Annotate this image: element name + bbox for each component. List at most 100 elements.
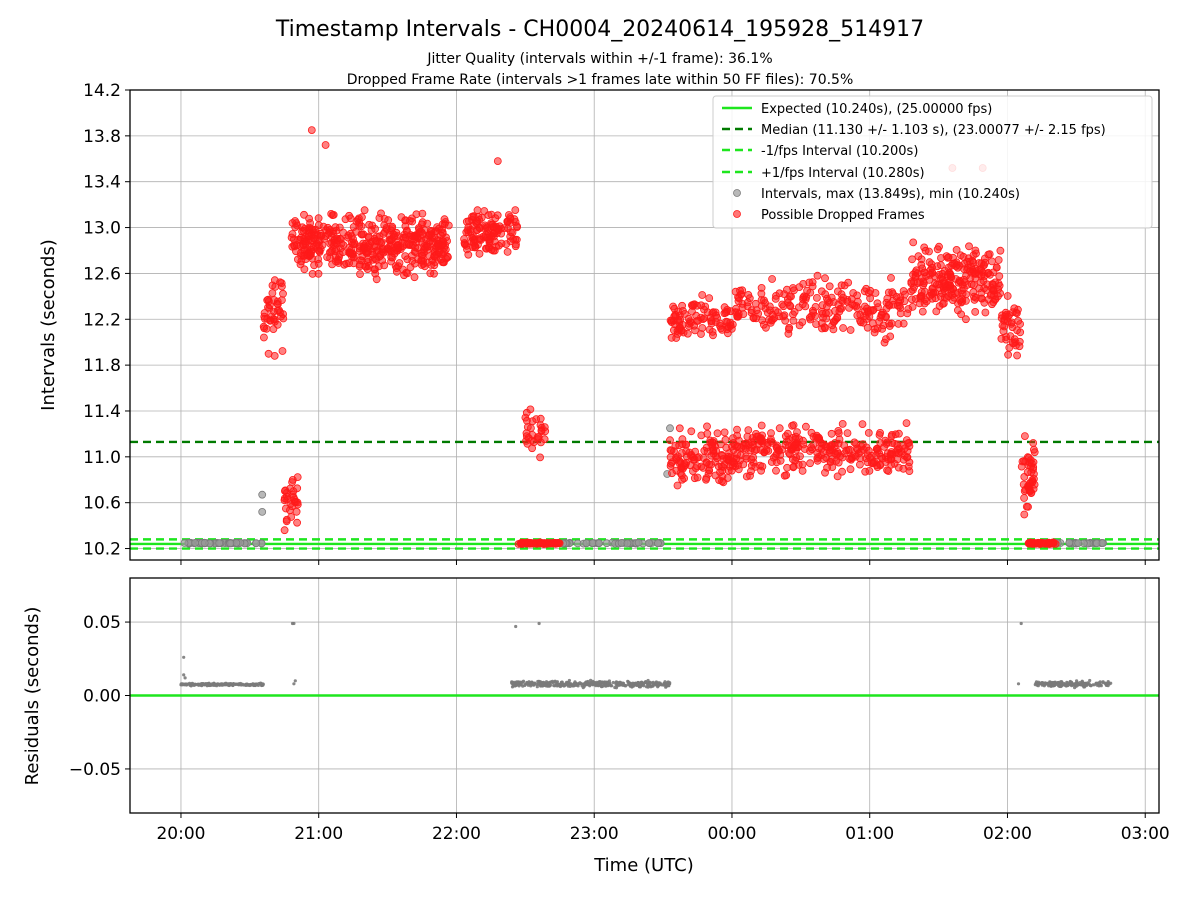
dropped-frame-point: [408, 256, 417, 265]
dropped-frame-point: [813, 456, 822, 465]
dropped-frame-point: [1029, 539, 1038, 547]
dropped-frame-point: [678, 475, 686, 484]
dropped-frame-point: [774, 308, 782, 317]
interval-point: [623, 539, 632, 548]
dropped-frame-point: [1020, 494, 1028, 502]
dropped-frame-point: [314, 269, 323, 278]
dropped-frame-point: [468, 212, 477, 221]
dropped-frame-point: [935, 242, 943, 251]
residual-point: [1073, 683, 1077, 687]
dropped-frame-point: [820, 323, 829, 332]
dropped-frame-point: [817, 287, 826, 296]
dropped-frame-point: [1029, 439, 1038, 447]
residual-point: [1019, 621, 1023, 626]
dropped-frame-point: [1013, 326, 1021, 335]
dropped-frame-point: [893, 455, 902, 464]
dropped-frame-point: [918, 307, 927, 316]
dropped-frame-point: [279, 314, 288, 323]
interval-point: [180, 539, 189, 547]
dropped-frame-point: [941, 266, 949, 275]
dropped-frame-point: [345, 248, 354, 257]
dropped-frame-point: [437, 250, 446, 258]
dropped-frame-point: [291, 217, 300, 225]
residual-point: [215, 682, 219, 687]
dropped-frame-point: [927, 260, 936, 269]
dropped-frame-point: [1021, 432, 1029, 441]
dropped-frame-point: [873, 299, 882, 308]
residual-point: [205, 683, 209, 687]
dropped-frame-point: [771, 294, 780, 303]
dropped-frame-point: [470, 241, 479, 250]
dropped-frame-point: [844, 278, 853, 287]
chart-subtitle-jitter: Jitter Quality (intervals within +/-1 fr…: [426, 51, 772, 67]
dropped-frame-point: [864, 428, 873, 437]
dropped-frame-point: [736, 451, 745, 460]
residual-point: [597, 683, 601, 687]
dropped-frame-point: [668, 469, 676, 478]
dropped-frame-point: [812, 320, 820, 329]
dropped-frame-point: [734, 312, 743, 321]
legend-expected-label: Expected (10.240s), (25.00000 fps): [761, 102, 992, 117]
dropped-frame-point: [426, 230, 434, 239]
x-tick-label: 22:00: [432, 824, 481, 844]
dropped-frame-point: [703, 308, 712, 317]
dropped-frame-point: [675, 456, 684, 465]
dropped-frame-point: [300, 210, 308, 219]
residual-point: [540, 681, 544, 685]
dropped-frame-point: [757, 421, 766, 430]
dropped-frame-point: [417, 234, 426, 243]
dropped-frame-point: [278, 347, 287, 355]
x-tick-label: 21:00: [294, 824, 343, 844]
dropped-frame-point: [928, 294, 937, 303]
dropped-frame-point: [969, 288, 978, 297]
dropped-frame-point: [292, 507, 301, 516]
dropped-frame-point: [808, 282, 817, 291]
residual-point: [535, 682, 539, 687]
dropped-frame-point: [786, 450, 794, 459]
dropped-frame-point: [1010, 304, 1019, 313]
dropped-frame-point: [788, 421, 796, 430]
dropped-frame-point: [758, 431, 766, 440]
dropped-frame-point: [946, 281, 955, 290]
dropped-frame-point: [734, 465, 743, 474]
dropped-frame-point: [693, 462, 702, 471]
residual-point: [231, 683, 235, 687]
dropped-frame-point: [853, 304, 862, 313]
dropped-frame-point: [279, 289, 287, 298]
dropped-frame-point: [837, 281, 846, 290]
y-tick-label: 10.2: [83, 540, 121, 560]
dropped-frame-point: [475, 249, 484, 258]
dropped-frame-point: [679, 464, 687, 473]
residual-point: [588, 684, 592, 688]
dropped-frame-point: [314, 214, 323, 223]
residual-point: [179, 682, 183, 686]
dropped-frame-point: [733, 442, 742, 451]
dropped-frame-point: [783, 463, 791, 472]
dropped-frame-point: [937, 261, 945, 270]
legend-plus-fps-label: +1/fps Interval (10.280s): [761, 166, 925, 181]
dropped-frame-point: [321, 141, 330, 149]
dropped-frame-point: [280, 526, 289, 535]
dropped-frame-point: [462, 217, 471, 226]
dropped-frame-point: [411, 231, 420, 240]
dropped-frame-point: [994, 279, 1003, 288]
residual-point: [657, 683, 661, 687]
dropped-frame-point: [301, 232, 310, 241]
dropped-frame-point: [720, 428, 729, 437]
dropped-frame-point: [462, 241, 471, 250]
bottom-scatter-points: [179, 621, 1113, 690]
interval-point: [215, 539, 224, 547]
interval-point: [654, 539, 662, 548]
dropped-frame-point: [280, 487, 289, 495]
dropped-frame-point: [846, 326, 855, 334]
residual-point: [614, 681, 618, 685]
dropped-frame-point: [503, 247, 512, 256]
interval-point: [595, 539, 603, 548]
dropped-frame-point: [1003, 292, 1012, 300]
residual-point: [589, 678, 593, 682]
dropped-frame-point: [785, 441, 793, 450]
dropped-frame-point: [310, 261, 319, 270]
dropped-frame-point: [1030, 445, 1038, 454]
dropped-frame-point: [709, 447, 718, 456]
dropped-frame-point: [908, 302, 917, 311]
